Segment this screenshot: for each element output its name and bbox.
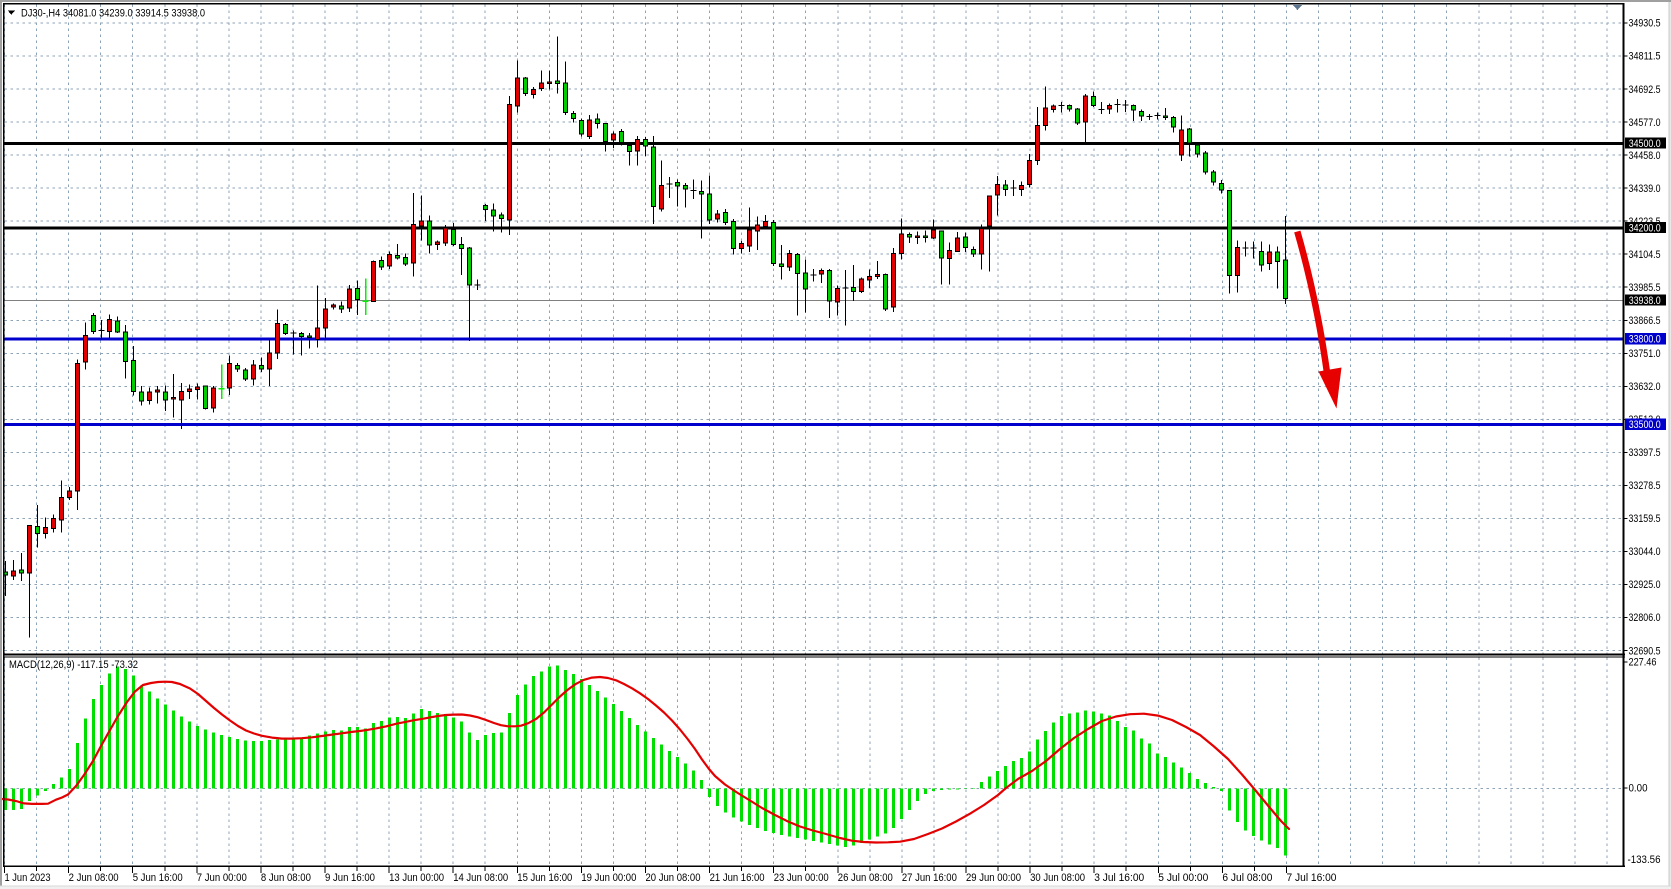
svg-text:32925.0: 32925.0 — [1629, 579, 1661, 591]
svg-text:14 Jun 08:00: 14 Jun 08:00 — [453, 872, 508, 884]
svg-text:9 Jun 16:00: 9 Jun 16:00 — [325, 872, 375, 884]
svg-text:33159.5: 33159.5 — [1629, 513, 1661, 525]
svg-text:MACD(12,26,9) -117.15 -73.32: MACD(12,26,9) -117.15 -73.32 — [9, 659, 138, 671]
svg-text:34200.0: 34200.0 — [1629, 223, 1661, 235]
svg-text:6 Jul 08:00: 6 Jul 08:00 — [1222, 872, 1272, 884]
svg-text:7 Jun 00:00: 7 Jun 00:00 — [197, 872, 247, 884]
svg-text:27 Jun 16:00: 27 Jun 16:00 — [902, 872, 957, 884]
svg-text:34930.5: 34930.5 — [1629, 18, 1661, 30]
svg-text:32690.5: 32690.5 — [1629, 645, 1661, 657]
svg-text:33397.5: 33397.5 — [1629, 447, 1661, 459]
svg-text:30 Jun 08:00: 30 Jun 08:00 — [1030, 872, 1085, 884]
svg-text:34339.0: 34339.0 — [1629, 183, 1661, 195]
svg-text:33866.5: 33866.5 — [1629, 315, 1661, 327]
svg-text:33800.0: 33800.0 — [1629, 334, 1661, 346]
svg-text:DJ30-,H4 34081.0 34239.0 3391: DJ30-,H4 34081.0 34239.0 33914.5 33938.0 — [21, 8, 205, 20]
svg-text:34500.0: 34500.0 — [1629, 138, 1661, 150]
svg-text:34577.0: 34577.0 — [1629, 117, 1661, 129]
svg-text:33500.0: 33500.0 — [1629, 419, 1661, 431]
svg-text:33751.0: 33751.0 — [1629, 348, 1661, 360]
svg-text:33938.0: 33938.0 — [1629, 295, 1661, 307]
svg-text:15 Jun 16:00: 15 Jun 16:00 — [517, 872, 572, 884]
svg-text:34811.5: 34811.5 — [1629, 51, 1661, 63]
svg-text:3 Jul 16:00: 3 Jul 16:00 — [1094, 872, 1144, 884]
svg-text:33044.0: 33044.0 — [1629, 546, 1661, 558]
svg-text:33985.5: 33985.5 — [1629, 282, 1661, 294]
svg-text:34692.5: 34692.5 — [1629, 84, 1661, 96]
svg-text:1 Jun 2023: 1 Jun 2023 — [5, 872, 51, 884]
svg-text:5 Jul 00:00: 5 Jul 00:00 — [1158, 872, 1208, 884]
svg-text:33632.0: 33632.0 — [1629, 381, 1661, 393]
svg-text:2 Jun 08:00: 2 Jun 08:00 — [69, 872, 119, 884]
svg-text:32806.0: 32806.0 — [1629, 612, 1661, 624]
svg-text:227.46: 227.46 — [1629, 657, 1657, 669]
svg-text:0.00: 0.00 — [1629, 783, 1648, 795]
svg-text:20 Jun 08:00: 20 Jun 08:00 — [646, 872, 701, 884]
svg-text:34458.0: 34458.0 — [1629, 150, 1661, 162]
svg-text:33278.5: 33278.5 — [1629, 480, 1661, 492]
svg-text:-133.56: -133.56 — [1628, 854, 1661, 866]
svg-text:29 Jun 00:00: 29 Jun 00:00 — [966, 872, 1021, 884]
svg-text:5 Jun 16:00: 5 Jun 16:00 — [133, 872, 183, 884]
svg-text:13 Jun 00:00: 13 Jun 00:00 — [389, 872, 444, 884]
svg-text:21 Jun 16:00: 21 Jun 16:00 — [710, 872, 765, 884]
svg-text:34104.5: 34104.5 — [1629, 249, 1661, 261]
svg-text:19 Jun 00:00: 19 Jun 00:00 — [581, 872, 636, 884]
svg-text:8 Jun 08:00: 8 Jun 08:00 — [261, 872, 311, 884]
svg-text:26 Jun 08:00: 26 Jun 08:00 — [838, 872, 893, 884]
svg-text:23 Jun 00:00: 23 Jun 00:00 — [774, 872, 829, 884]
svg-text:7 Jul 16:00: 7 Jul 16:00 — [1287, 872, 1337, 884]
